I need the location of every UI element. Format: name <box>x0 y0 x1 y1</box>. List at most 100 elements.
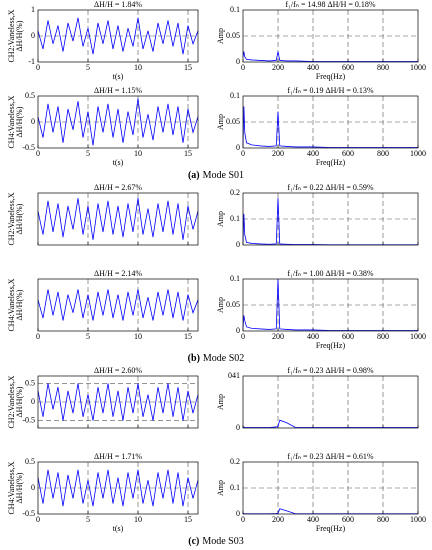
chart-title: ΔH/H = 1.71% <box>94 452 142 461</box>
y-axis-label: Amp <box>216 114 225 130</box>
y-tick-label: 0 <box>236 240 240 249</box>
x-tick-label: 400 <box>307 332 319 341</box>
x-tick-label: 600 <box>342 515 354 524</box>
y-axis-label: ΔH/H(%) <box>15 386 24 417</box>
signal-line <box>242 508 418 515</box>
y-tick-label: 0 <box>236 57 240 66</box>
caption-label: (c) <box>188 536 199 547</box>
x-tick-label: 10 <box>134 63 142 72</box>
y-tick-label: 0 <box>236 326 240 335</box>
x-tick-label: 0 <box>36 332 40 341</box>
y-axis-label: ΔH/H(%) <box>15 106 24 137</box>
x-tick-label: 10 <box>134 332 142 341</box>
signal-line <box>242 278 418 331</box>
signal-line <box>242 51 418 62</box>
y-tick-label: 0.1 <box>230 5 240 14</box>
x-tick-label: 5 <box>86 332 90 341</box>
x-tick-label: 5 <box>86 63 90 72</box>
plot-frame <box>37 375 199 429</box>
x-tick-label: 400 <box>307 515 319 524</box>
x-tick-label: 0 <box>36 149 40 158</box>
y-axis-label: CH2:Vaneless,X <box>7 9 16 62</box>
plot-frame <box>242 192 419 246</box>
x-tick-label: 15 <box>184 332 192 341</box>
signal-line <box>242 419 418 428</box>
y-tick-label: 041 <box>228 371 240 380</box>
y-axis-label: ΔH/H(%) <box>15 203 24 234</box>
x-tick-label: 0 <box>241 63 245 72</box>
y-axis-label: ΔH/H(%) <box>15 472 24 503</box>
plot-frame <box>242 95 419 149</box>
y-axis-label: Amp <box>216 480 225 496</box>
y-axis-label: CH4:Vaneless,X <box>7 95 16 148</box>
x-tick-label: 400 <box>307 63 319 72</box>
x-axis-label: t(s) <box>113 158 124 167</box>
plot-frame <box>37 192 199 246</box>
x-tick-label: 400 <box>307 149 319 158</box>
signal-line <box>37 198 199 240</box>
y-tick-label: 0.5 <box>25 91 35 100</box>
signal-line <box>242 198 418 246</box>
y-axis-label: Amp <box>216 211 225 227</box>
y-axis-label: ΔH/H(%) <box>15 289 24 320</box>
y-tick-label: 0.1 <box>230 214 240 223</box>
y-tick-label: 0.2 <box>230 188 240 197</box>
y-tick-label: 0.05 <box>226 31 240 40</box>
y-tick-label: 0 <box>31 31 35 40</box>
chart-title: ΔH/H = 2.60% <box>94 366 142 375</box>
caption-text: Mode S02 <box>203 353 244 364</box>
caption-text: Mode S01 <box>203 170 244 181</box>
signal-line <box>37 469 199 507</box>
plot-frame <box>37 461 199 515</box>
chart-title: f₁/fₙ = 0.22 ΔH/H = 0.59% <box>287 183 373 192</box>
x-tick-label: 5 <box>86 149 90 158</box>
y-tick-label: 0 <box>31 483 35 492</box>
chart-title: f₁/fₙ = 1.00 ΔH/H = 0.38% <box>287 269 373 278</box>
chart-title: ΔH/H = 1.15% <box>94 86 142 95</box>
y-tick-label: 0.5 <box>25 378 35 387</box>
x-tick-label: 200 <box>272 63 284 72</box>
x-tick-label: 1000 <box>410 149 426 158</box>
chart-title: ΔH/H = 1.84% <box>94 0 142 9</box>
x-axis-label: Freq(Hz) <box>316 72 346 81</box>
y-axis-label: Amp <box>216 297 225 313</box>
y-tick-label: 0.05 <box>226 117 240 126</box>
caption-text: Mode S03 <box>202 536 243 547</box>
x-tick-label: 0 <box>241 332 245 341</box>
y-tick-label: -0.5 <box>22 143 35 152</box>
caption: (a) Mode S01 <box>188 170 244 181</box>
caption-label: (a) <box>188 170 200 181</box>
y-axis-label: ΔH/H(%) <box>15 20 24 51</box>
y-axis-label: Amp <box>216 28 225 44</box>
chart-title: f₁/fₙ = 0.23 ΔH/H = 0.98% <box>287 366 373 375</box>
y-axis-label: CH4:Vaneless,X <box>7 278 16 331</box>
x-tick-label: 800 <box>377 149 389 158</box>
y-tick-label: -0.5 <box>22 415 35 424</box>
y-axis-label: Amp <box>216 394 225 410</box>
y-tick-label: -1 <box>28 57 35 66</box>
x-axis-label: Freq(Hz) <box>316 341 346 350</box>
x-tick-label: 10 <box>134 515 142 524</box>
plot-frame <box>242 461 419 515</box>
x-tick-label: 0 <box>36 515 40 524</box>
x-tick-label: 0 <box>241 149 245 158</box>
chart-title: ΔH/H = 2.67% <box>94 183 142 192</box>
plot-frame <box>242 375 419 429</box>
signal-line <box>37 98 199 146</box>
x-tick-label: 0 <box>241 515 245 524</box>
y-tick-label: 0 <box>31 397 35 406</box>
chart-title: f₁/fₙ = 0.19 ΔH/H = 0.13% <box>287 86 373 95</box>
x-tick-label: 600 <box>342 149 354 158</box>
x-axis-label: t(s) <box>113 72 124 81</box>
x-tick-label: 15 <box>184 149 192 158</box>
x-tick-label: 5 <box>86 515 90 524</box>
x-tick-label: 800 <box>377 515 389 524</box>
x-axis-label: t(s) <box>113 524 124 533</box>
x-tick-label: 10 <box>134 149 142 158</box>
x-tick-label: 200 <box>272 332 284 341</box>
y-tick-label: 1 <box>31 5 35 14</box>
plot-frame <box>37 95 199 149</box>
plot-frame <box>242 9 419 63</box>
plot-frame <box>37 278 199 332</box>
y-tick-label: 0.2 <box>230 457 240 466</box>
